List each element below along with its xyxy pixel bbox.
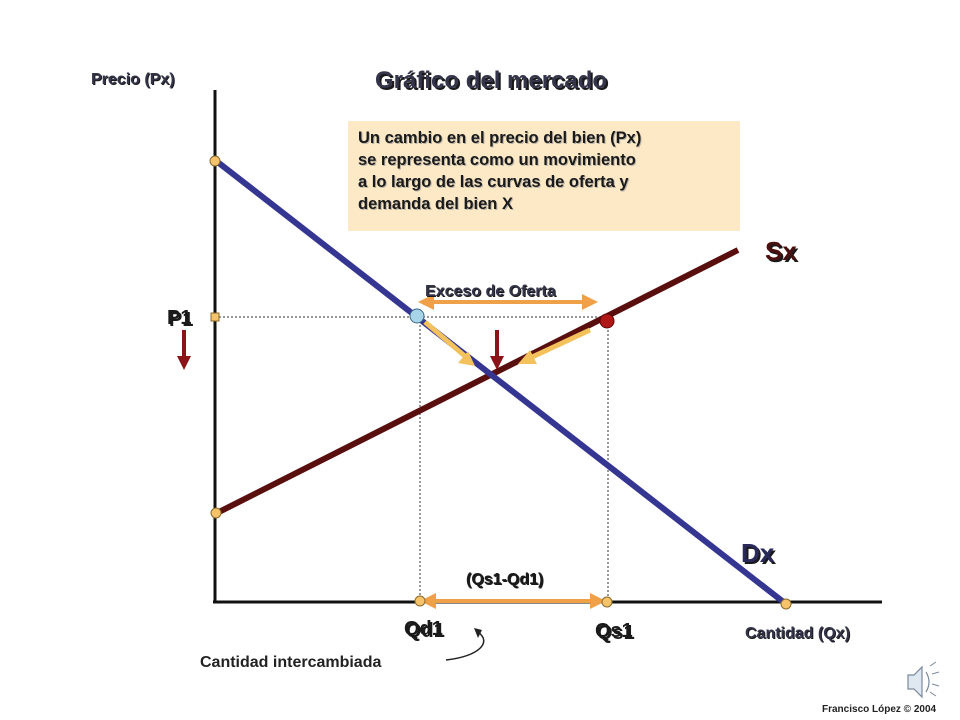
supply-label-shadow: Sx: [767, 238, 799, 268]
note-line-1: Un cambio en el precio del bien (Px): [358, 129, 642, 147]
note-line-2: se representa como un movimiento: [358, 151, 636, 169]
adjust-arrow-supply: [518, 327, 592, 364]
y-axis-label: Precio (Px): [91, 71, 175, 88]
demand-label: Dx: [741, 538, 775, 568]
difference-label-shadow: (Qs1-Qd1): [467, 572, 544, 589]
traded-quantity-pointer: [445, 628, 485, 661]
p1-label: P1: [167, 307, 191, 329]
x-axis-label: Cantidad (Qx): [745, 625, 850, 642]
demand-label-shadow: Dx: [743, 540, 777, 570]
adjust-arrow-demand: [423, 320, 475, 366]
credit-text: Francisco López © 2004: [822, 704, 937, 715]
qd1-label-shadow: Qd1: [406, 620, 445, 642]
y-axis-label-shadow: Precio (Px): [92, 72, 176, 89]
demand-point-p1: [409, 308, 425, 324]
price-down-arrow-center: [490, 330, 504, 370]
price-down-arrow-left: [177, 330, 191, 370]
qs1-label-shadow: Qs1: [597, 622, 635, 644]
demand-intercept-point: [209, 155, 221, 167]
difference-label: (Qs1-Qd1): [466, 571, 543, 588]
excess-supply-label: Exceso de Oferta: [425, 283, 556, 300]
note-line-3: a lo largo de las curvas de oferta y: [358, 173, 629, 191]
demand-x-intercept-point: [780, 598, 792, 610]
x-axis-label-shadow: Cantidad (Qx): [746, 626, 851, 643]
qd1-label: Qd1: [404, 618, 443, 640]
excess-label-shadow: Exceso de Oferta: [426, 284, 557, 301]
diagram-title: Gráfico del mercado: [375, 67, 607, 94]
demand-curve: [213, 157, 788, 607]
excess-supply-arrow: [418, 294, 598, 310]
supply-intercept-point: [210, 507, 222, 519]
title-shadow: Gráfico del mercado: [377, 69, 609, 96]
supply-label: Sx: [765, 236, 797, 266]
supply-point-p1: [599, 313, 615, 329]
qd1-point: [414, 595, 426, 607]
p1-tick: [210, 312, 220, 322]
explanation-note: Un cambio en el precio del bien (Px) se …: [348, 121, 740, 231]
qs1-label: Qs1: [595, 620, 633, 642]
note-line-4: demanda del bien X: [358, 195, 513, 213]
quantity-difference-arrow: [420, 593, 606, 609]
supply-curve: [215, 247, 740, 516]
p1-label-shadow: P1: [169, 309, 193, 331]
qs1-point: [601, 596, 613, 608]
speaker-icon[interactable]: [907, 661, 940, 699]
traded-quantity-label: Cantidad intercambiada: [200, 654, 381, 671]
